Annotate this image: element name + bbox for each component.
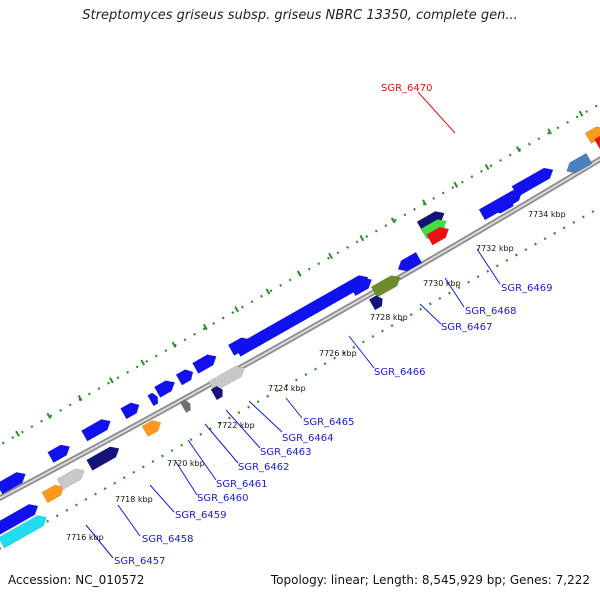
gene-label: SGR_6457 — [114, 556, 166, 567]
tick-mark — [547, 128, 553, 135]
gene-label: SGR_6465 — [303, 417, 355, 428]
label-leader — [117, 504, 141, 537]
scale-tick-label: 7728 kbp — [370, 313, 408, 322]
scale-tick-label: 7720 kbp — [167, 459, 205, 468]
gene-label: SGR_6464 — [282, 433, 334, 444]
scale-tick-label: 7718 kbp — [115, 495, 153, 504]
tick-mark — [484, 163, 490, 171]
scale-tick-label: 7726 kbp — [319, 349, 357, 358]
label-leader — [419, 303, 442, 325]
label-leader — [417, 91, 456, 134]
gene-arrow — [368, 295, 383, 311]
backbone-highlight — [0, 158, 600, 500]
gene-arrow — [227, 337, 251, 356]
tick-mark — [422, 199, 427, 206]
gene-arrow — [141, 420, 162, 438]
tick-mark — [578, 110, 584, 117]
gene-arrow — [349, 277, 373, 297]
tick-mark — [46, 412, 52, 420]
gene-label: SGR_6463 — [260, 447, 312, 458]
scale-tick-label: 7734 kbp — [528, 210, 566, 219]
gene-arrow — [420, 219, 447, 240]
tick-mark — [328, 252, 333, 259]
gene-arrow — [41, 484, 65, 504]
gene-arrow — [0, 471, 26, 495]
label-leader — [187, 439, 217, 481]
gene-label: SGR_6461 — [216, 479, 268, 490]
gene-label: SGR_6459 — [175, 510, 227, 521]
gene-arrow — [594, 135, 600, 150]
label-leader — [248, 400, 283, 433]
scale-tick-label: 7732 kbp — [476, 244, 514, 253]
gene-arrow — [175, 369, 194, 386]
gene-arrow — [0, 515, 47, 549]
tick-mark — [296, 270, 302, 277]
scale-tick-label: 7724 kbp — [268, 384, 306, 393]
label-leader — [348, 335, 375, 369]
gene-arrow — [416, 211, 445, 233]
gene-arrow — [179, 399, 191, 414]
label-leader — [225, 409, 261, 449]
scale-tick-label: 7730 kbp — [423, 279, 461, 288]
tick-mark — [202, 323, 208, 331]
label-leader — [85, 524, 114, 559]
label-leader — [175, 461, 198, 496]
genome-summary: Topology: linear; Length: 8,545,929 bp; … — [270, 573, 590, 587]
label-leader — [476, 248, 501, 285]
gene-arrow — [56, 468, 85, 490]
tick-mark — [77, 395, 83, 402]
gene-label: SGR_6460 — [197, 493, 249, 504]
tick-mark — [265, 288, 271, 295]
gene-arrow — [147, 392, 159, 407]
gene-arrow — [153, 380, 176, 398]
tick-mark — [453, 181, 459, 188]
gene-arrow — [566, 152, 593, 174]
tick-mark — [359, 235, 365, 242]
scale-tick-label: 7716 kbp — [66, 533, 104, 542]
map-title: Streptomyces griseus subsp. griseus NBRC… — [82, 8, 518, 23]
tick-mark — [516, 146, 521, 153]
label-leader — [444, 277, 465, 308]
gene-label: SGR_6458 — [142, 534, 194, 545]
label-leader — [285, 397, 303, 419]
gene-label: SGR_6469 — [501, 283, 553, 294]
tick-mark — [140, 359, 146, 366]
scale-tick-label: 7722 kbp — [217, 421, 255, 430]
gene-arrow — [426, 226, 450, 246]
tick-mark — [109, 377, 114, 384]
gene-arrow — [370, 275, 401, 298]
gene-arrow — [397, 251, 423, 272]
tick-mark — [15, 430, 20, 437]
gene-arrow — [0, 503, 39, 535]
gene-arrow — [120, 402, 140, 420]
gene-label: SGR_6468 — [465, 306, 517, 317]
gene-arrow — [86, 446, 120, 471]
gene-arrow — [234, 275, 369, 357]
gene-arrow — [210, 385, 223, 401]
gene-arrow — [81, 419, 111, 442]
gene-arrow — [192, 354, 217, 374]
tick-mark — [234, 306, 240, 313]
label-leader — [204, 423, 239, 464]
gene-label: SGR_6466 — [374, 367, 426, 378]
gene-label: SGR_6470 — [381, 83, 433, 94]
gene-label: SGR_6462 — [238, 462, 290, 473]
upper-tick-row — [0, 102, 600, 447]
gene-arrow — [478, 189, 523, 221]
tick-mark — [390, 217, 396, 224]
label-leader — [149, 484, 175, 513]
gene-label: SGR_6467 — [441, 322, 493, 333]
gene-arrow — [47, 444, 71, 464]
tick-mark — [171, 341, 177, 348]
accession-label: Accession: NC_010572 — [8, 573, 145, 587]
